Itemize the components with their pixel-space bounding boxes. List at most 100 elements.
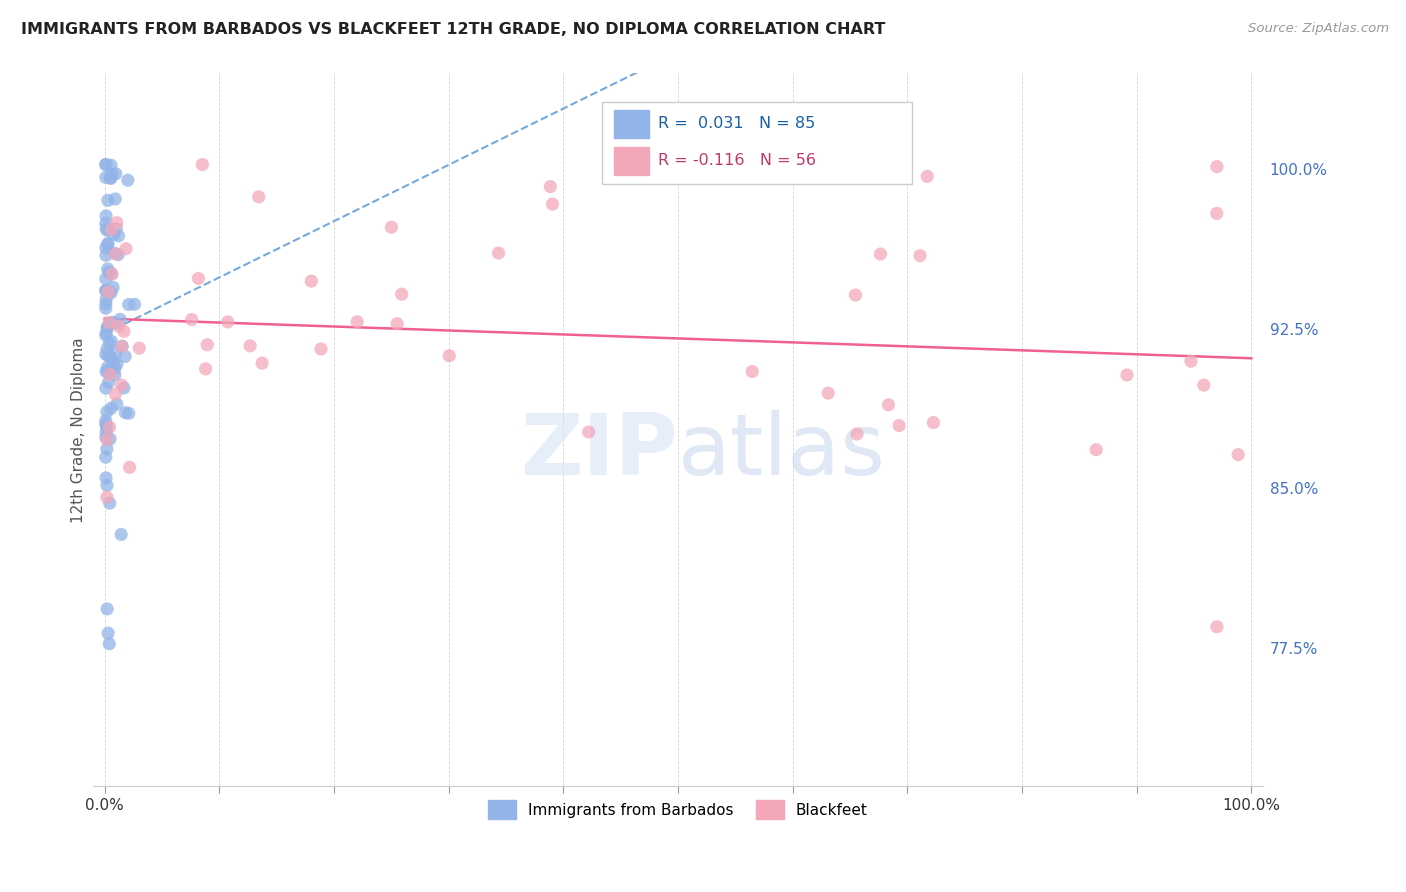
Point	[124, 297, 146, 311]
Point	[94, 471, 117, 485]
Point	[817, 386, 839, 401]
Text: atlas: atlas	[678, 409, 886, 492]
Point	[96, 326, 118, 341]
Point	[194, 362, 217, 376]
Point	[94, 414, 117, 428]
Text: IMMIGRANTS FROM BARBADOS VS BLACKFEET 12TH GRADE, NO DIPLOMA CORRELATION CHART: IMMIGRANTS FROM BARBADOS VS BLACKFEET 12…	[21, 22, 886, 37]
Point	[94, 381, 117, 395]
Point	[541, 197, 564, 211]
Point	[94, 157, 117, 171]
Point	[98, 637, 121, 651]
Text: R = -0.116   N = 56: R = -0.116 N = 56	[658, 153, 815, 168]
Point	[1180, 354, 1202, 368]
Point	[94, 216, 117, 230]
Point	[741, 364, 763, 378]
Text: Source: ZipAtlas.com: Source: ZipAtlas.com	[1249, 22, 1389, 36]
Bar	[613, 146, 648, 176]
Point	[217, 315, 239, 329]
Point	[191, 157, 214, 171]
Point	[96, 223, 118, 237]
Point	[1206, 160, 1229, 174]
Point	[96, 360, 118, 375]
Point	[104, 361, 127, 376]
Point	[100, 158, 122, 172]
Point	[1192, 378, 1215, 392]
Point	[101, 267, 124, 281]
Point	[104, 368, 127, 382]
Point	[94, 430, 117, 444]
Point	[187, 271, 209, 285]
Point	[1227, 448, 1250, 462]
Point	[869, 247, 891, 261]
Point	[94, 248, 117, 262]
Point	[104, 167, 127, 181]
Point	[96, 602, 118, 616]
Point	[101, 315, 124, 329]
Point	[104, 192, 127, 206]
Point	[578, 425, 600, 439]
Point	[117, 173, 139, 187]
Point	[1205, 206, 1227, 220]
Point	[118, 297, 141, 311]
Point	[96, 442, 118, 456]
Point	[97, 349, 120, 363]
Point	[380, 220, 402, 235]
Point	[94, 297, 117, 311]
Point	[94, 347, 117, 361]
Point	[115, 242, 138, 256]
Point	[96, 320, 118, 334]
Point	[100, 267, 122, 281]
Point	[94, 328, 117, 343]
Point	[98, 368, 121, 382]
Point	[103, 355, 125, 369]
Point	[101, 359, 124, 373]
Point	[97, 194, 120, 208]
Point	[100, 334, 122, 349]
Text: ZIP: ZIP	[520, 409, 678, 492]
Point	[538, 179, 561, 194]
Point	[94, 241, 117, 255]
Point	[104, 246, 127, 260]
Point	[299, 274, 322, 288]
Point	[100, 285, 122, 300]
Point	[96, 293, 118, 307]
Point	[94, 272, 117, 286]
Point	[101, 167, 124, 181]
Point	[114, 350, 136, 364]
Point	[98, 335, 121, 350]
Point	[97, 236, 120, 251]
Point	[96, 405, 118, 419]
Bar	[613, 110, 648, 138]
Point	[844, 288, 866, 302]
Point	[101, 280, 124, 294]
Point	[96, 490, 118, 504]
Point	[96, 478, 118, 492]
Point	[94, 301, 117, 316]
Point	[94, 284, 117, 298]
Point	[96, 321, 118, 335]
Point	[1085, 442, 1108, 457]
Point	[97, 237, 120, 252]
Text: R =  0.031   N = 85: R = 0.031 N = 85	[658, 116, 815, 131]
Point	[94, 450, 117, 465]
Point	[112, 324, 135, 338]
Point	[94, 425, 117, 440]
Point	[887, 418, 910, 433]
Point	[97, 285, 120, 299]
Point	[105, 346, 128, 360]
Point	[97, 364, 120, 378]
Point	[94, 365, 117, 379]
Point	[195, 337, 218, 351]
Point	[105, 397, 128, 411]
Point	[250, 356, 273, 370]
Point	[107, 247, 129, 261]
Point	[922, 416, 945, 430]
Point	[100, 351, 122, 365]
Point	[385, 317, 408, 331]
FancyBboxPatch shape	[602, 102, 912, 184]
Point	[439, 349, 461, 363]
Point	[104, 247, 127, 261]
Point	[915, 169, 938, 184]
Point	[118, 406, 141, 420]
Y-axis label: 12th Grade, No Diploma: 12th Grade, No Diploma	[72, 337, 86, 523]
